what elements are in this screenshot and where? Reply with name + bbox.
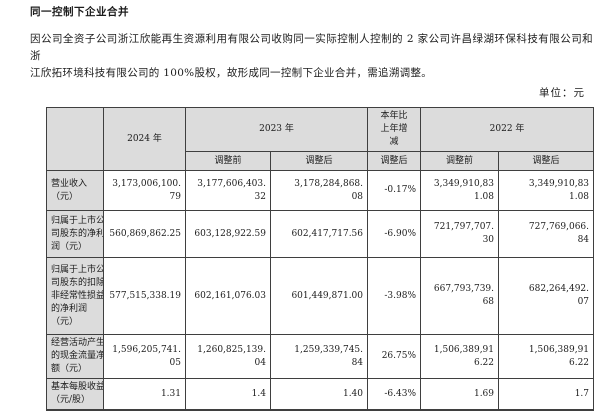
unit-label: 单位：元 [539, 87, 585, 99]
data-cell: 3,349,910,83 1.08 [498, 170, 595, 211]
data-cell: 577,515,338.19 [103, 257, 186, 335]
data-cell: 3,177,606,403. 32 [185, 170, 271, 211]
data-cell: 601,449,871.00 [269, 257, 369, 335]
header-year-2023: 2023 年 [184, 107, 369, 152]
data-cell: 3,349,910,83 1.08 [420, 170, 500, 211]
data-cell: 1,259,339,745. 84 [269, 334, 369, 379]
header-empty-cell [46, 107, 104, 171]
table-row-operating-cash-flow: 经营活动产生 的现金流量净 额（元） 1,596,205,741. 05 1,2… [46, 334, 595, 379]
header-yoy-change: 本年比 上年增 减 [367, 107, 422, 152]
table-row-revenue: 营业收入 （元） 3,173,006,100. 79 3,177,606,403… [46, 170, 595, 211]
data-cell: 1,506,389,91 6.22 [498, 334, 595, 379]
header-sub-2023-before: 调整前 [185, 151, 271, 171]
data-cell: 603,128,922.59 [185, 210, 271, 258]
header-sub-2022-after: 调整后 [498, 151, 595, 171]
header-sub-2022-before: 调整前 [420, 151, 500, 171]
data-cell: 1.4 [185, 378, 271, 411]
row-label: 基本每股收益 （元/股） [46, 378, 104, 411]
data-cell: 1,506,389,91 6.22 [420, 334, 500, 379]
header-year-2024: 2024 年 [103, 107, 186, 171]
data-cell: 602,161,076.03 [185, 257, 271, 335]
data-cell: 3,178,284,868. 08 [269, 170, 369, 211]
data-cell-percent: -6.43% [367, 378, 422, 411]
row-label: 归属于上市公 司股东的净利 润（元） [46, 210, 104, 258]
data-cell-percent: -6.90% [367, 210, 422, 258]
row-label: 经营活动产生 的现金流量净 额（元） [46, 334, 104, 379]
data-cell-percent: -3.98% [367, 257, 422, 335]
data-cell: 721,797,707. 30 [420, 210, 500, 258]
data-cell: 602,417,717.56 [269, 210, 369, 258]
row-label: 归属于上市公 司股东的扣除 非经常性损益 的净利润 （元） [46, 257, 104, 335]
data-cell: 1.7 [498, 378, 595, 411]
header-row-years: 2024 年 2023 年 本年比 上年增 减 2022 年 [46, 107, 595, 171]
data-cell: 1.31 [103, 378, 186, 411]
data-cell-percent: 26.75% [367, 334, 422, 379]
data-cell: 1.40 [269, 378, 369, 411]
header-year-2022: 2022 年 [420, 107, 595, 152]
data-cell: 682,264,492. 07 [498, 257, 595, 335]
data-cell: 3,173,006,100. 79 [103, 170, 186, 211]
table-row-basic-eps: 基本每股收益 （元/股） 1.31 1.4 1.40 -6.43% 1.69 1… [46, 378, 595, 411]
data-cell: 1.69 [420, 378, 500, 411]
data-cell: 560,869,862.25 [103, 210, 186, 258]
table-row-net-profit-excl-nonrecurring: 归属于上市公 司股东的扣除 非经常性损益 的净利润 （元） 577,515,33… [46, 257, 595, 335]
disclosure-paragraph: 因公司全资子公司浙江欣能再生资源利用有限公司收购同一实际控制人控制的 2 家公司… [30, 33, 593, 79]
table-row-net-profit: 归属于上市公 司股东的净利 润（元） 560,869,862.25 603,12… [46, 210, 595, 258]
financial-comparison-table: 2024 年 2023 年 本年比 上年增 减 2022 年 调整前 调整后 调… [46, 107, 595, 411]
header-sub-change-after: 调整后 [367, 151, 422, 171]
data-cell-percent: -0.17% [367, 170, 422, 211]
data-cell: 1,596,205,741. 05 [103, 334, 186, 379]
header-sub-2023-after: 调整后 [269, 151, 369, 171]
section-title: 同一控制下企业合并 [30, 6, 129, 18]
row-label: 营业收入 （元） [46, 170, 104, 211]
data-cell: 1,260,825,139. 04 [185, 334, 271, 379]
data-cell: 727,769,066. 84 [498, 210, 595, 258]
data-cell: 667,793,739. 68 [420, 257, 500, 335]
